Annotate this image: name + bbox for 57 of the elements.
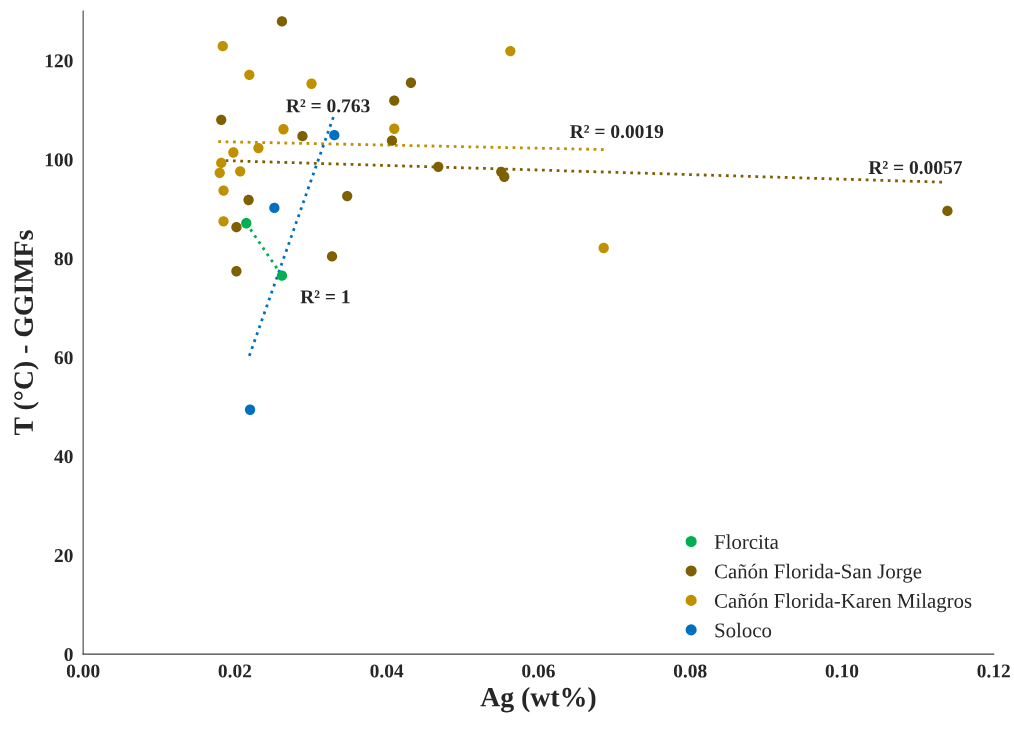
point bbox=[243, 194, 254, 206]
point bbox=[326, 251, 338, 262]
y-tick-label: 20 bbox=[54, 549, 73, 563]
point bbox=[218, 185, 229, 196]
point bbox=[389, 123, 400, 134]
x-tick-label: 0.10 bbox=[825, 664, 859, 678]
annotation: R² = 0.763 bbox=[286, 99, 370, 113]
annotation: R² = 0.0019 bbox=[570, 124, 664, 139]
y-tick-label: 60 bbox=[54, 351, 73, 365]
point bbox=[217, 41, 228, 52]
point bbox=[214, 167, 225, 178]
x-tick-label: 0.02 bbox=[218, 664, 252, 678]
point bbox=[342, 190, 353, 202]
y-tick-label: 80 bbox=[54, 252, 73, 266]
point bbox=[329, 130, 340, 141]
point bbox=[598, 242, 609, 254]
point bbox=[231, 266, 242, 277]
annotation: R² = 0.0057 bbox=[868, 160, 963, 175]
point bbox=[405, 77, 417, 88]
y-tick-label: 100 bbox=[45, 153, 73, 167]
legend-label: Cañón Florida-San Jorge bbox=[714, 563, 922, 583]
x-tick-label: 0.00 bbox=[66, 664, 100, 678]
point bbox=[216, 157, 227, 169]
point bbox=[278, 124, 289, 135]
point bbox=[241, 218, 252, 229]
annotation: R² = 1 bbox=[300, 290, 350, 304]
point bbox=[218, 216, 229, 227]
point bbox=[276, 270, 288, 281]
legend-label: Soloco bbox=[715, 622, 772, 638]
point bbox=[306, 78, 317, 89]
point bbox=[269, 202, 280, 214]
point bbox=[942, 205, 953, 217]
point bbox=[216, 114, 227, 126]
x-axis-title: Ag (wt%) bbox=[480, 687, 596, 713]
x-tick-label: 0.08 bbox=[673, 664, 707, 678]
y-tick-label: 40 bbox=[54, 450, 73, 464]
point bbox=[228, 147, 239, 158]
point bbox=[389, 95, 400, 106]
legend-label: Cañón Florida-Karen Milagros bbox=[714, 593, 972, 613]
point bbox=[231, 222, 242, 233]
point bbox=[386, 135, 398, 146]
y-axis-title: T (°C) - GGIMFs bbox=[13, 230, 39, 436]
y-tick-label: 0 bbox=[64, 647, 73, 662]
point bbox=[433, 161, 444, 173]
x-tick-label: 0.04 bbox=[370, 664, 404, 678]
x-tick-label: 0.06 bbox=[522, 664, 555, 678]
point bbox=[276, 16, 288, 27]
point bbox=[499, 171, 510, 182]
point bbox=[244, 69, 255, 80]
point bbox=[253, 142, 264, 154]
legend-label: Florcita bbox=[714, 534, 779, 549]
x-tick-label: 0.12 bbox=[977, 664, 1010, 678]
point bbox=[505, 45, 516, 57]
y-tick-label: 120 bbox=[45, 54, 73, 68]
point bbox=[244, 404, 256, 415]
point bbox=[235, 166, 246, 177]
point bbox=[297, 131, 308, 142]
